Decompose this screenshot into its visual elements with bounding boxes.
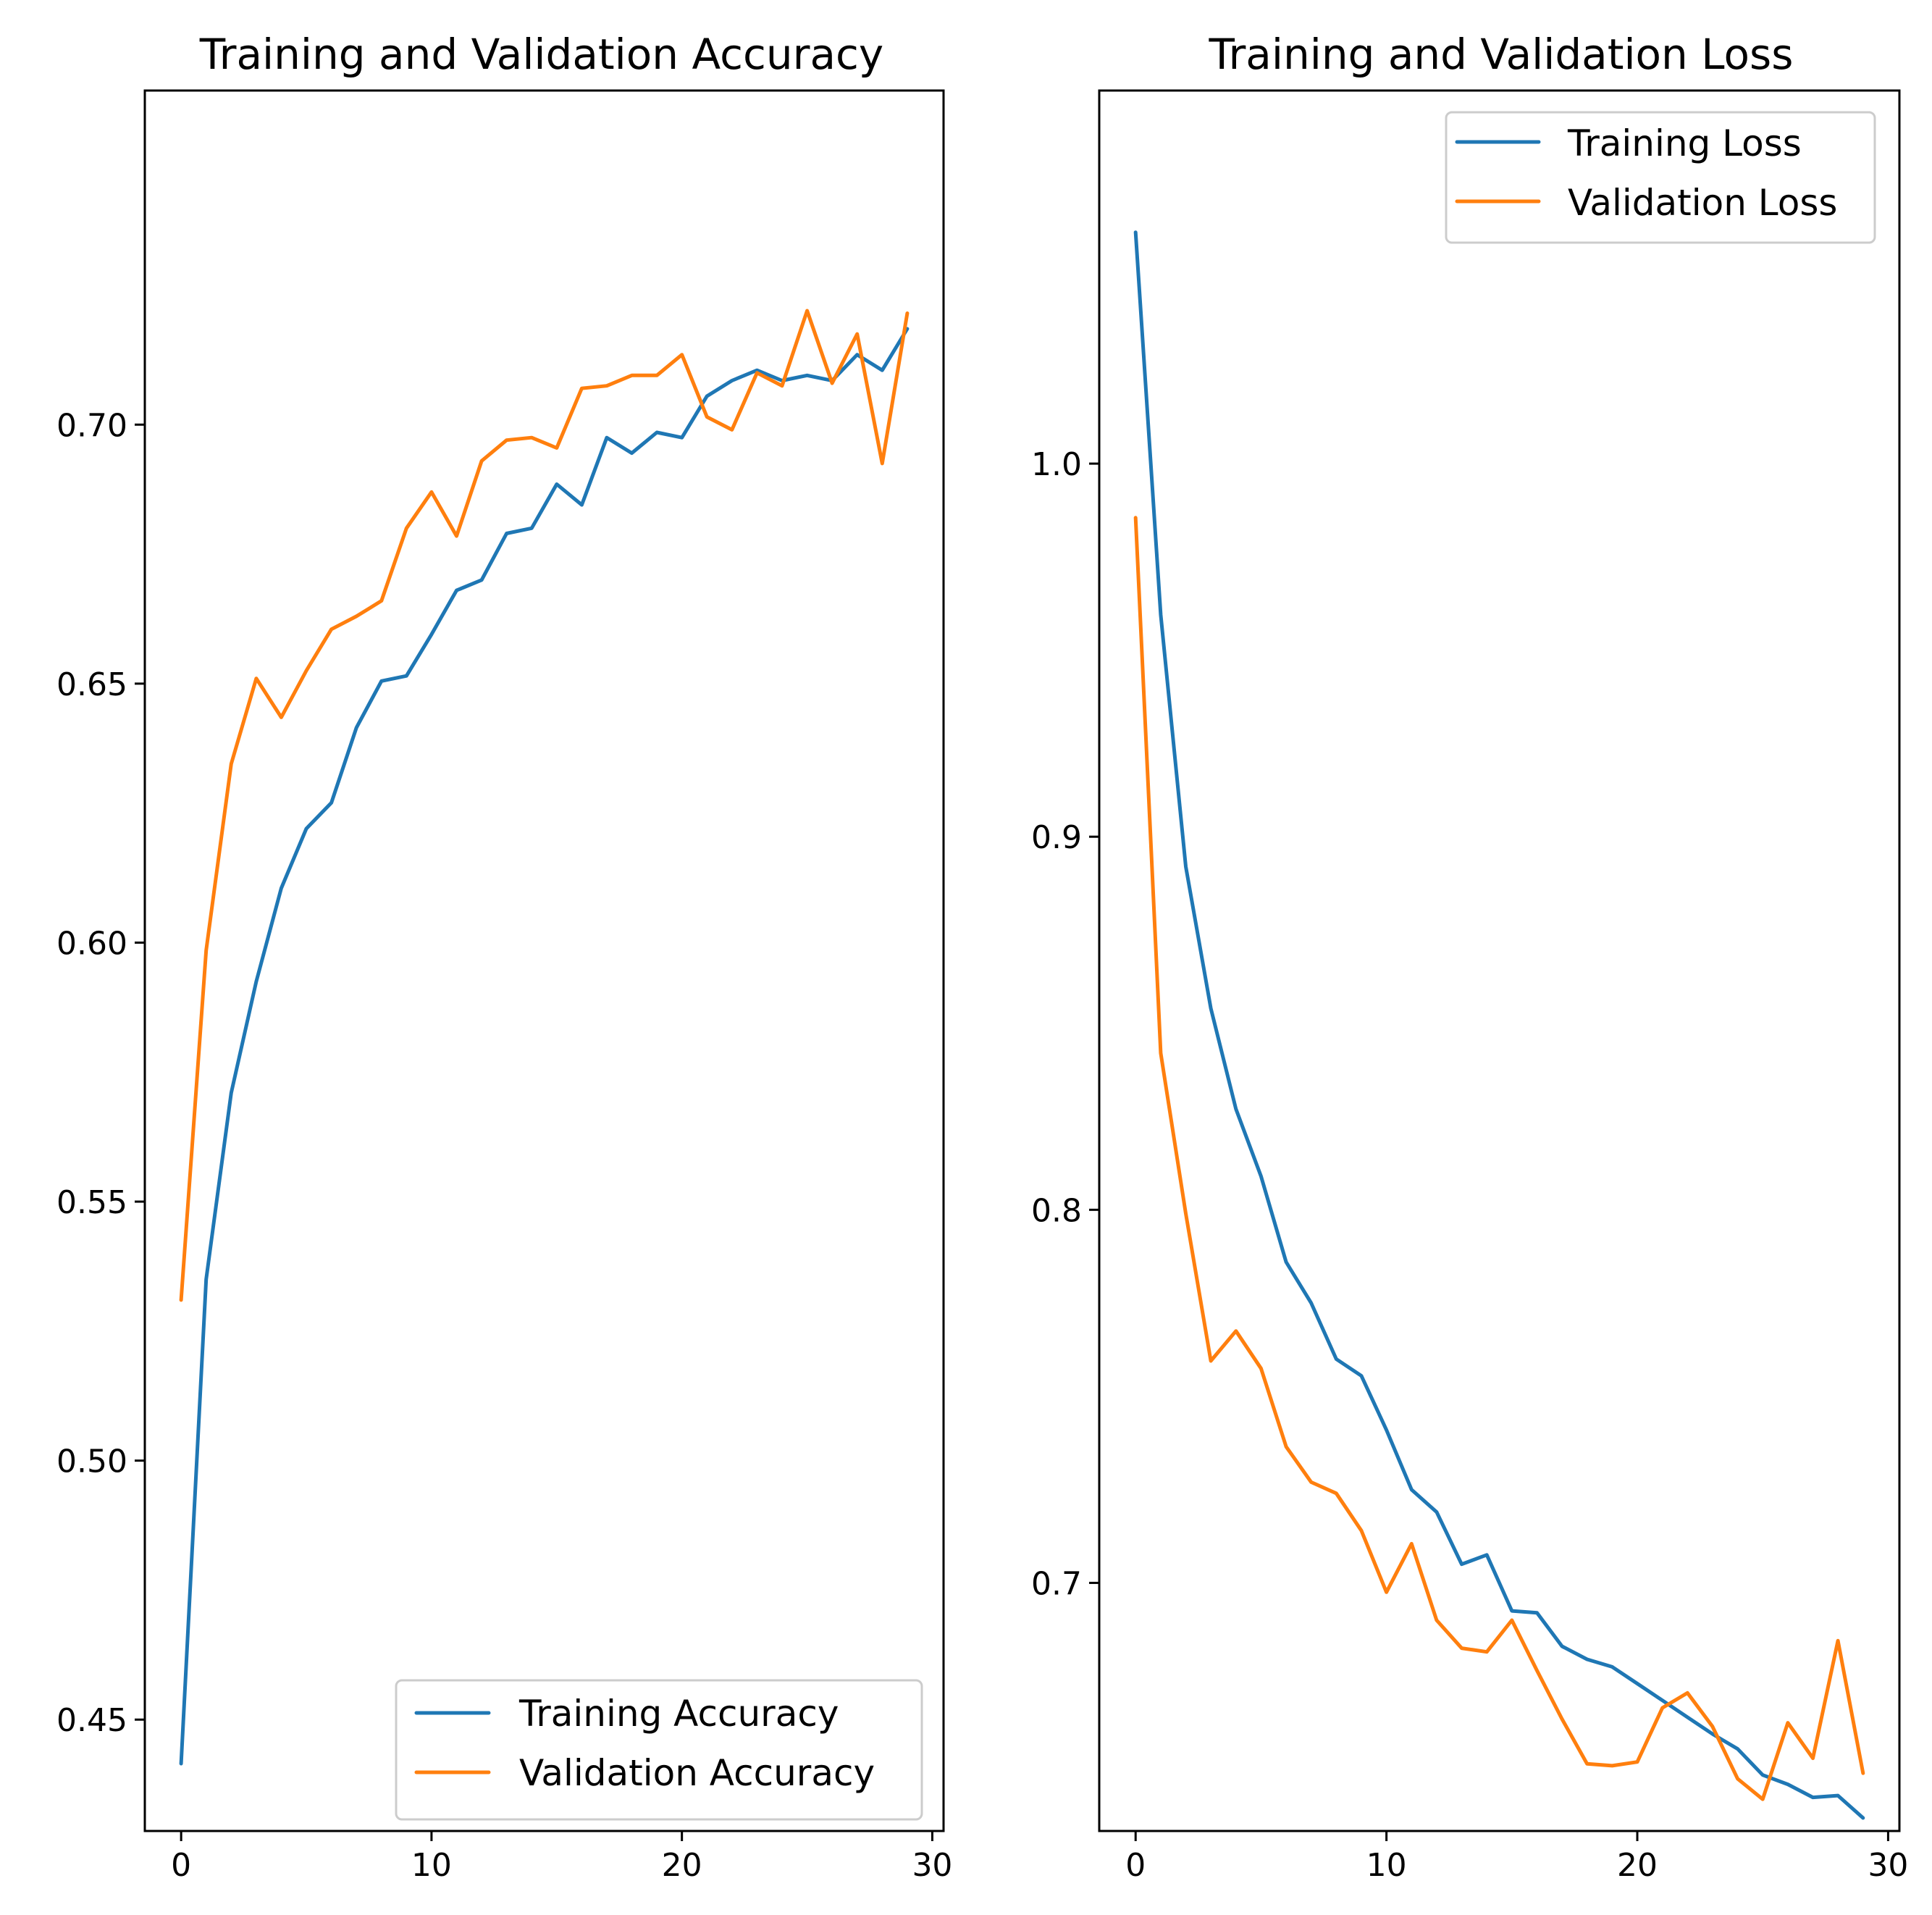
loss-y-tick-label: 0.8 — [1031, 1192, 1082, 1229]
loss-x-tick-label: 30 — [1868, 1847, 1908, 1884]
loss-plot-area: 0 10 20 30 0.7 0.8 0.9 1.0 — [1031, 89, 1908, 1884]
accuracy-y-tick-label: 0.70 — [56, 407, 127, 444]
accuracy-x-tick-label: 30 — [912, 1847, 952, 1884]
accuracy-legend: Training Accuracy Validation Accuracy — [395, 1679, 923, 1821]
loss-chart-title: Training and Validation Loss — [1209, 30, 1794, 79]
legend-label-validation-loss: Validation Loss — [1568, 182, 1837, 224]
accuracy-legend-box — [395, 1679, 923, 1821]
loss-panel: Training and Validation Loss 0 10 20 300.70… — [1031, 30, 1908, 1884]
legend-label-training-accuracy: Training Accuracy — [518, 1693, 839, 1735]
series-line-training-loss — [1133, 230, 1865, 1820]
legend-label-training-loss: Training Loss — [1567, 122, 1802, 164]
accuracy-y-tick-label: 0.50 — [56, 1443, 127, 1480]
loss-legend: Training Loss Validation Loss — [1445, 111, 1876, 244]
loss-x-tick-label: 0 — [1125, 1847, 1146, 1884]
series-line-validation-accuracy — [179, 309, 910, 1302]
accuracy-panel: Training and Validation Accuracy 0 10 20 30… — [56, 30, 952, 1884]
loss-x-tick-label: 20 — [1617, 1847, 1658, 1884]
loss-y-tick-label: 1.0 — [1031, 446, 1082, 483]
loss-legend-box — [1445, 111, 1876, 244]
loss-axes-frame — [1098, 89, 1901, 1832]
loss-y-tick-label: 0.9 — [1031, 819, 1082, 856]
accuracy-x-tick-label: 0 — [171, 1847, 191, 1884]
accuracy-y-tick-label: 0.55 — [56, 1184, 127, 1221]
loss-y-tick-label: 0.7 — [1031, 1565, 1082, 1602]
accuracy-y-tick-label: 0.65 — [56, 666, 127, 703]
legend-label-validation-accuracy: Validation Accuracy — [519, 1752, 875, 1794]
accuracy-y-tick-label: 0.45 — [56, 1702, 127, 1739]
accuracy-x-tick-label: 20 — [662, 1847, 702, 1884]
series-line-training-accuracy — [179, 327, 910, 1766]
loss-x-tick-label: 10 — [1366, 1847, 1407, 1884]
accuracy-chart-title: Training and Validation Accuracy — [199, 30, 883, 79]
series-line-validation-loss — [1133, 516, 1865, 1801]
accuracy-x-tick-label: 10 — [411, 1847, 452, 1884]
accuracy-plot-area: 0 10 20 30 0.45 0.50 0.55 0.60 0.65 0.70 — [56, 89, 952, 1884]
accuracy-y-tick-label: 0.60 — [56, 925, 127, 962]
accuracy-axes-frame — [143, 89, 945, 1832]
